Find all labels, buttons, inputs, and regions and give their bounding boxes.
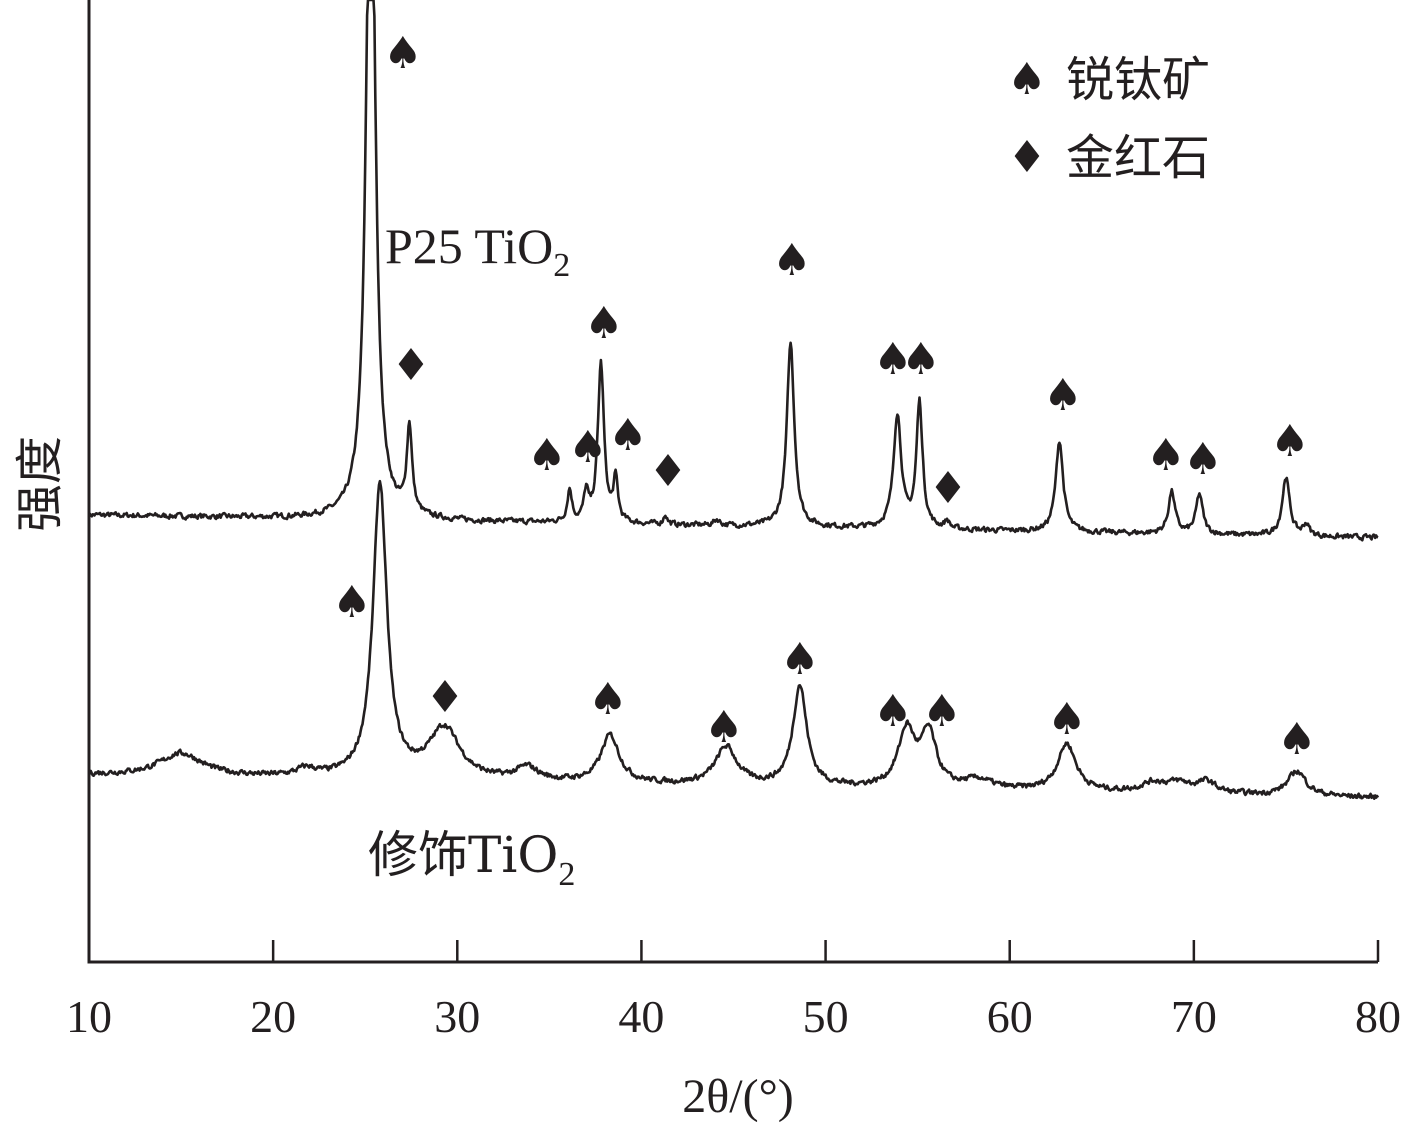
x-tick-label-60: 60 [987,991,1033,1042]
x-axis-title: 2θ/(°) [682,1070,794,1123]
axes [87,0,1378,964]
y-axis-title: 强度 [12,436,68,532]
peak-marker-s0-7: ♠ [772,235,811,286]
peak-marker-s0-11: ♠ [1043,370,1082,421]
series-line-1 [87,479,1380,801]
series-label-1: 修饰TiO2 [368,826,575,893]
peak-marker-s0-6: ♦ [648,446,687,497]
legend-rutile-symbol: ♦ [1007,132,1046,183]
series-label-main-1: 修饰TiO [368,826,558,884]
x-tick-label-50: 50 [803,991,849,1042]
peak-marker-s0-14: ♠ [1270,416,1309,467]
peak-marker-s0-12: ♠ [1146,430,1185,481]
peak-marker-s0-10: ♦ [928,463,967,514]
peak-marker-s1-3: ♠ [704,702,743,753]
peak-marker-s1-5: ♠ [873,686,912,737]
series-label-sub-0: 2 [553,247,570,284]
peak-marker-s0-5: ♠ [608,410,647,461]
peak-marker-s0-9: ♠ [901,334,940,385]
peak-marker-s0-0: ♠ [383,28,422,79]
peak-marker-s1-7: ♠ [1047,694,1086,745]
x-tick-label-70: 70 [1171,991,1217,1042]
peak-marker-s1-6: ♠ [922,686,961,737]
peak-marker-s1-8: ♠ [1277,714,1316,765]
peak-marker-s0-8: ♠ [873,334,912,385]
peak-marker-s1-4: ♠ [780,634,819,685]
peak-marker-s0-2: ♠ [527,430,566,481]
legend-anatase-symbol: ♠ [1007,54,1046,105]
x-tick-label-40: 40 [618,991,664,1042]
x-ticks: 10 20 30 40 50 60 70 80 [66,940,1401,1042]
legend-rutile-label: 金红石 [1066,130,1210,186]
x-tick-label-30: 30 [434,991,480,1042]
legend-anatase-label: 锐钛矿 [1066,52,1210,108]
series-label-main-0: P25 TiO [385,218,553,274]
peak-marker-s0-1: ♦ [391,340,430,391]
peak-marker-s0-4: ♠ [584,298,623,349]
peak-marker-s1-0: ♠ [332,577,371,628]
series-group [87,0,1380,801]
x-tick-label-80: 80 [1355,991,1401,1042]
peak-marker-s0-13: ♠ [1183,434,1222,485]
series-label-0: P25 TiO2 [385,218,570,284]
legend: ♠ 锐钛矿 ♦ 金红石 [1007,52,1210,186]
x-tick-label-10: 10 [66,991,112,1042]
peak-marker-s1-2: ♠ [588,674,627,725]
peak-marker-s1-1: ♦ [425,672,464,723]
series-label-sub-1: 2 [558,856,575,893]
x-tick-label-20: 20 [250,991,296,1042]
series-line-0 [87,0,1379,542]
peak-marker-s0-3: ♠ [568,422,607,473]
peak-markers: ♠♦♠ ♠♠♠♦♠♠♠♦♠♠♠ ♠♠♦ ♠♠♠♠ ♠ ♠ ♠ [332,28,1316,765]
